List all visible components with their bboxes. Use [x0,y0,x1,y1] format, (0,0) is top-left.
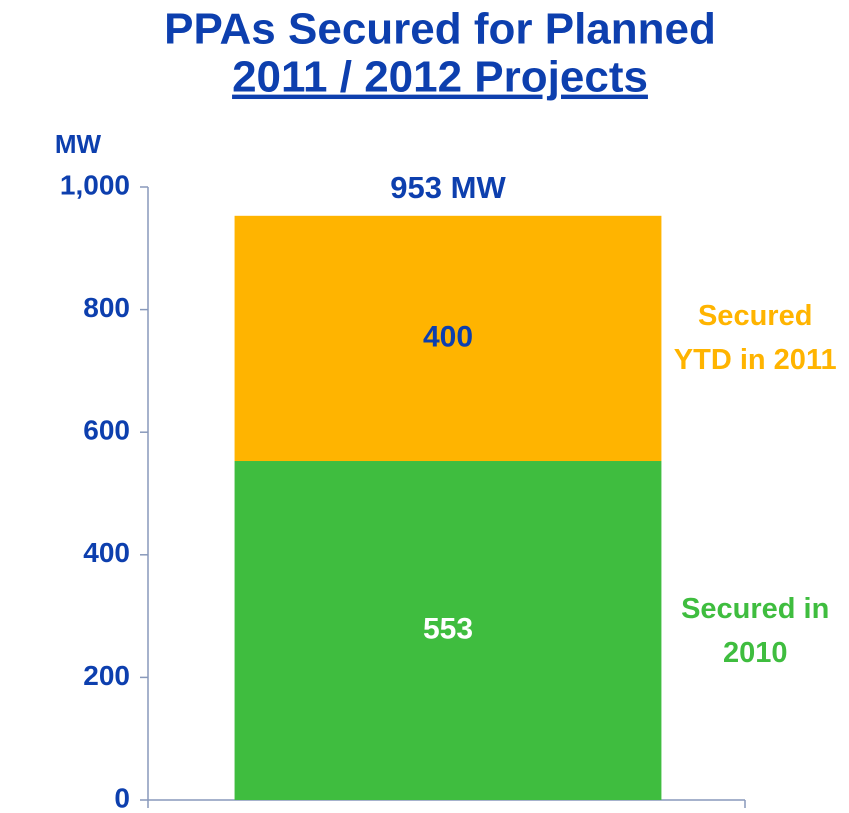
value-label: 400 [423,320,473,353]
y-axis-label: MW [55,129,102,159]
bar-segment [234,461,662,800]
legend-entry: Secured in 2010 [681,592,830,669]
chart-title: PPAs Secured for Planned [164,5,716,54]
bar-segment [234,215,662,462]
y-tick-label: 600 [83,415,130,446]
chart-subtitle: 2011 / 2012 Projects [232,53,648,102]
y-tick-label: 800 [83,292,130,323]
y-tick-label: 200 [83,660,130,691]
y-tick-label: 400 [83,537,130,568]
legend-entry: Secured YTD in 2011 [673,300,837,377]
y-tick-label: 0 [114,782,130,813]
value-label: 553 [423,612,473,645]
total-label: 953 MW [390,170,506,205]
y-tick-label: 1,000 [60,169,130,200]
